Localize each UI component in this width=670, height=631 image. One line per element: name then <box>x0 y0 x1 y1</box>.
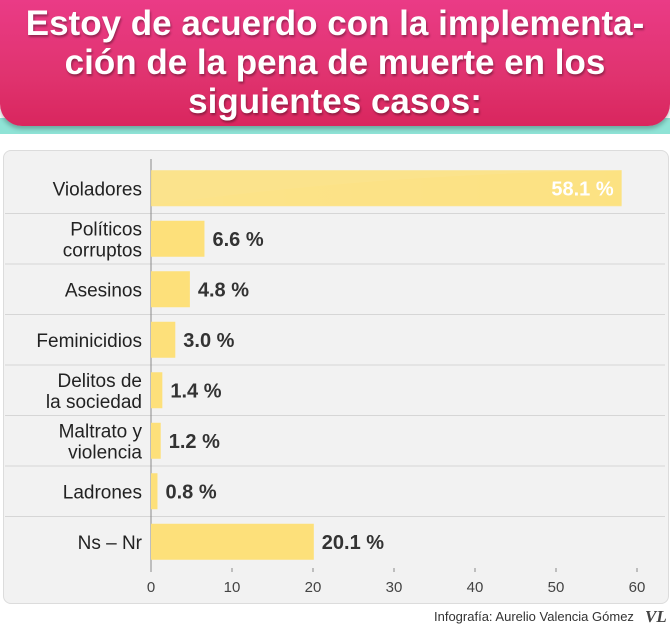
x-tick-label: 0 <box>147 579 155 596</box>
category-label: Ns – Nr <box>78 533 143 554</box>
bar <box>151 220 205 257</box>
vl-logo: VL <box>645 607 666 626</box>
x-tick-label: 20 <box>305 579 322 596</box>
bar-value-label: 6.6 % <box>212 229 263 251</box>
chart-panel <box>3 150 669 604</box>
bar <box>151 523 314 560</box>
bar <box>151 271 190 308</box>
bar-value-label: 1.4 % <box>170 380 221 402</box>
category-label: Feminicidios <box>36 331 142 352</box>
bar <box>151 321 176 358</box>
bar-value-label: 20.1 % <box>322 532 384 554</box>
category-label: la sociedad <box>46 392 142 413</box>
category-label: Asesinos <box>65 280 142 301</box>
bar-value-label: 3.0 % <box>183 330 234 352</box>
bar-value-label: 1.2 % <box>169 431 220 453</box>
vl-logo-text: VL <box>645 607 666 626</box>
category-label: Maltrato y <box>59 421 143 442</box>
bar-value-label: 58.1 % <box>551 178 613 200</box>
bar <box>151 422 161 459</box>
x-tick-label: 50 <box>548 579 565 596</box>
category-label: violencia <box>68 442 142 463</box>
chart-title: Estoy de acuerdo con la implementa- ción… <box>25 4 645 121</box>
bar-value-label: 4.8 % <box>198 279 249 301</box>
category-label: Ladrones <box>63 482 142 503</box>
category-label: Delitos de <box>58 371 143 392</box>
header-banner: Estoy de acuerdo con la implementa- ción… <box>0 0 670 126</box>
bar <box>151 170 622 207</box>
category-label: Políticos <box>70 219 142 240</box>
credit-text: Infografía: Aurelio Valencia Gómez <box>434 609 634 624</box>
x-tick-label: 30 <box>386 579 403 596</box>
x-tick-label: 10 <box>224 579 241 596</box>
x-tick-label: 40 <box>467 579 484 596</box>
x-tick-label: 60 <box>629 579 646 596</box>
bar-value-label: 0.8 % <box>165 481 216 503</box>
bar <box>151 372 163 409</box>
bar <box>151 473 158 510</box>
category-label: corruptos <box>63 240 142 261</box>
category-label: Violadores <box>53 179 142 200</box>
